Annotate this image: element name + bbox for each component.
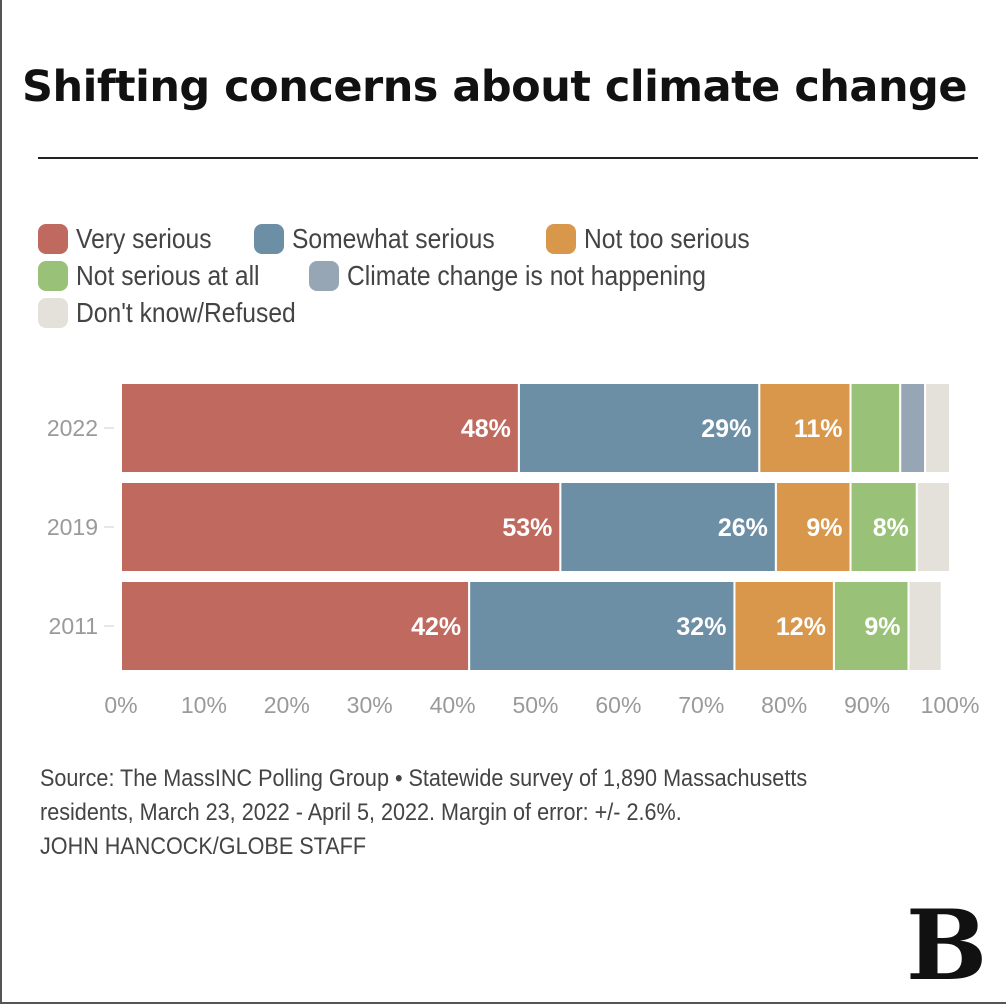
bar-2011-don-t-know-refused [907, 580, 943, 672]
bars-group: 48% 29% 11% 53% 26% 9% 8% 42% 32% 12% 9% [120, 382, 952, 672]
x-tick-label-4: 40% [430, 692, 476, 718]
x-tick-label-7: 70% [678, 692, 724, 718]
x-tick-label-8: 80% [761, 692, 807, 718]
bar-2019-somewhat-serious [559, 481, 777, 573]
bar-2011-somewhat-serious [468, 580, 736, 672]
data-label-2022-very-serious: 48% [461, 415, 511, 443]
legend-swatch-somewhat-serious [254, 223, 285, 254]
category-label-2011: 2011 [49, 613, 98, 639]
legend-item-dont-know: Don't know/Refused [38, 297, 326, 329]
data-label-2019-somewhat-serious: 26% [718, 514, 768, 542]
category-label-2022: 2022 [47, 415, 98, 441]
legend-label-not-too-serious: Not too serious [584, 222, 751, 254]
title-divider [38, 157, 978, 159]
legend-row-1: Very serious Somewhat serious Not too se… [38, 220, 978, 257]
legend-label-very-serious: Very serious [76, 222, 212, 254]
source-line-1: Source: The MassINC Polling Group • Stat… [40, 765, 808, 792]
data-label-2022-not-too-serious: 11% [794, 415, 843, 443]
x-tick-label-0: 0% [104, 692, 137, 718]
bar-2022-don-t-know-refused [924, 382, 952, 474]
bar-2022-not-too-serious [758, 382, 852, 474]
legend-item-somewhat-serious: Somewhat serious [254, 223, 522, 255]
bar-2011-not-too-serious [733, 580, 835, 672]
legend-swatch-dont-know [38, 297, 68, 328]
data-label-2019-not-serious-at-all: 8% [873, 514, 909, 542]
legend: Very serious Somewhat serious Not too se… [38, 220, 978, 331]
legend-item-not-happening: Climate change is not happening [308, 259, 755, 292]
x-tick-label-9: 90% [844, 692, 890, 718]
data-label-2011-very-serious: 42% [411, 613, 461, 641]
bar-2022-climate-change-is-not-happening [899, 382, 927, 474]
x-tick-label-6: 60% [595, 692, 641, 718]
category-labels: 2022 2019 2011 [47, 415, 114, 639]
data-label-2011-not-serious-at-all: 9% [864, 613, 900, 641]
legend-swatch-very-serious [38, 223, 68, 254]
legend-label-not-serious-at-all: Not serious at all [76, 259, 260, 291]
x-tick-label-1: 10% [181, 692, 227, 718]
x-tick-label-3: 30% [347, 692, 393, 718]
legend-item-very-serious: Very serious [38, 223, 230, 255]
bar-2019-not-too-serious [774, 481, 852, 573]
category-label-2019: 2019 [47, 514, 98, 540]
chart-title: Shifting concerns about climate change [22, 62, 968, 112]
source-line-2: residents, March 23, 2022 - April 5, 202… [40, 799, 682, 826]
legend-swatch-not-too-serious [546, 223, 577, 254]
x-axis-ticks: 0% 10% 20% 30% 40% 50% 60% 70% 80% 90% 100% [104, 692, 979, 718]
legend-row-2: Not serious at all Climate change is not… [38, 257, 978, 294]
legend-swatch-not-happening [308, 260, 339, 291]
data-label-2011-somewhat-serious: 32% [676, 613, 726, 641]
bar-2022-somewhat-serious [517, 382, 761, 474]
legend-label-dont-know: Don't know/Refused [76, 296, 296, 328]
bar-2022-not-serious-at-all [849, 382, 902, 474]
x-tick-label-5: 50% [512, 692, 558, 718]
legend-item-not-too-serious: Not too serious [546, 223, 772, 255]
legend-label-not-happening: Climate change is not happening [346, 259, 706, 291]
legend-row-3: Don't know/Refused [38, 294, 978, 331]
bar-2022-very-serious [120, 382, 520, 474]
stacked-bar-chart: 48% 29% 11%53% 26% 9% 8%42% 32% 12% 9% 202220192… [47, 382, 979, 718]
data-label-2011-not-too-serious: 12% [776, 613, 826, 641]
legend-swatch-not-serious-at-all [38, 260, 68, 291]
bar-2019-don-t-know-refused [915, 481, 952, 573]
x-tick-label-10: 100% [921, 692, 980, 718]
data-label-2022-somewhat-serious: 29% [701, 415, 751, 443]
x-tick-label-2: 20% [264, 692, 310, 718]
source-credit: JOHN HANCOCK/GLOBE STAFF [40, 833, 367, 860]
data-label-2019-very-serious: 53% [502, 514, 552, 542]
legend-label-somewhat-serious: Somewhat serious [292, 222, 495, 254]
boston-globe-logo: B [906, 889, 988, 1002]
bar-2011-very-serious [120, 580, 471, 672]
source-note: Source: The MassINC Polling Group • Stat… [40, 762, 980, 864]
bar-2019-very-serious [120, 481, 562, 573]
data-label-2019-not-too-serious: 9% [806, 514, 842, 542]
legend-item-not-serious-at-all: Not serious at all [38, 260, 285, 292]
